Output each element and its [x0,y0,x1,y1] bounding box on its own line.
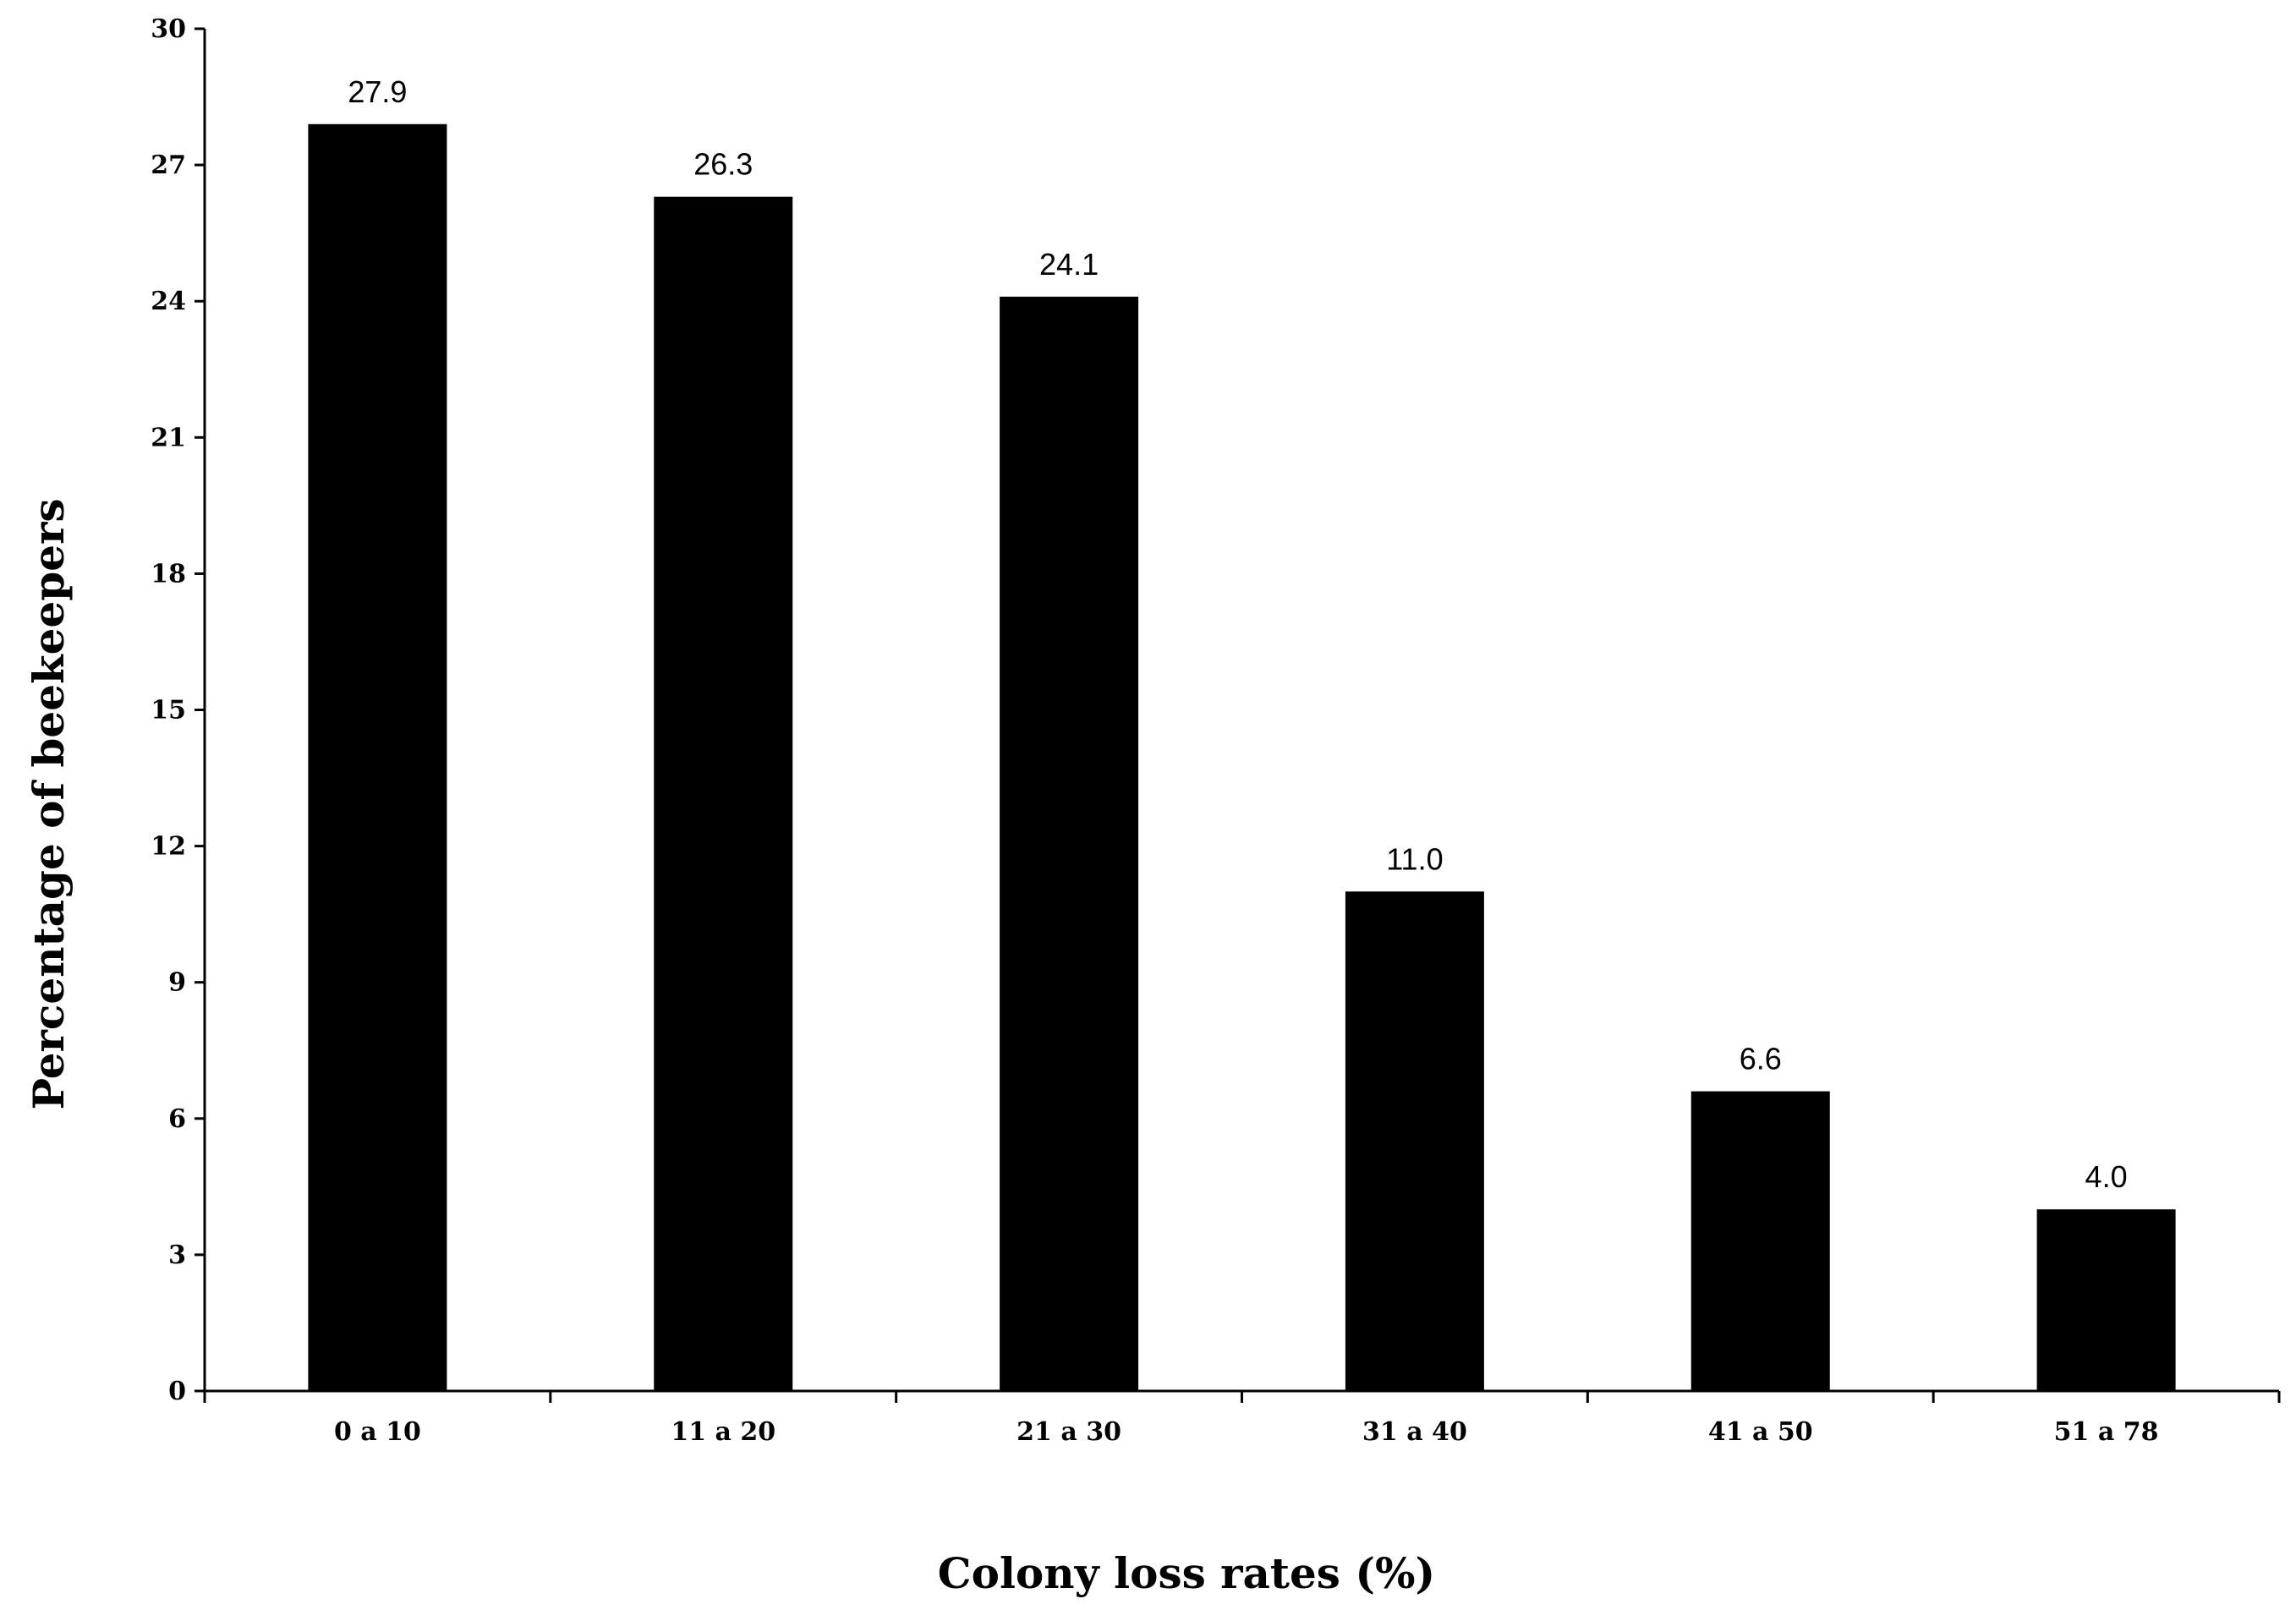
x-tick-label: 0 a 10 [334,1417,421,1447]
x-axis-title: Colony loss rates (%) [938,1548,1435,1598]
x-tick-label: 11 a 20 [671,1417,775,1447]
y-tick-label: 12 [151,832,186,862]
x-tick-label: 41 a 50 [1708,1417,1813,1447]
bar [1345,891,1484,1391]
data-labels: 27.9 26.3 24.1 11.0 6.6 4.0 [348,74,2127,1194]
data-label: 11.0 [1386,841,1443,876]
y-tick-label: 21 [151,423,186,452]
data-label: 4.0 [2085,1159,2128,1194]
data-label: 6.6 [1740,1042,1782,1076]
bar [308,123,447,1391]
y-tick-label: 15 [151,696,186,726]
x-tick-label: 31 a 40 [1362,1417,1467,1447]
bars [308,123,2176,1392]
bar [654,196,793,1392]
bar [1000,296,1139,1392]
y-tick-label: 24 [151,287,186,316]
bar [1690,1091,1830,1391]
y-tick-label: 9 [168,968,186,998]
data-label: 24.1 [1039,247,1099,282]
x-tick-label: 21 a 30 [1016,1417,1121,1447]
y-axis-title: Percentage of beekeepers [24,498,74,1109]
y-tick-label: 27 [151,151,186,180]
y-tick-label: 6 [168,1104,186,1134]
x-axis-ticks: 0 a 10 11 a 20 21 a 30 31 a 40 41 a 50 51 a 7… [203,1391,2281,1447]
data-label: 27.9 [348,74,407,109]
y-tick-label: 3 [168,1240,186,1270]
y-axis-ticks: 0 3 6 9 12 15 18 21 24 27 30 [151,14,205,1406]
data-label: 26.3 [693,147,753,182]
y-tick-label: 0 [168,1377,186,1406]
x-tick-label: 51 a 78 [2054,1417,2159,1447]
y-tick-label: 30 [151,14,186,44]
y-tick-label: 18 [151,559,186,589]
bar [2036,1209,2176,1391]
